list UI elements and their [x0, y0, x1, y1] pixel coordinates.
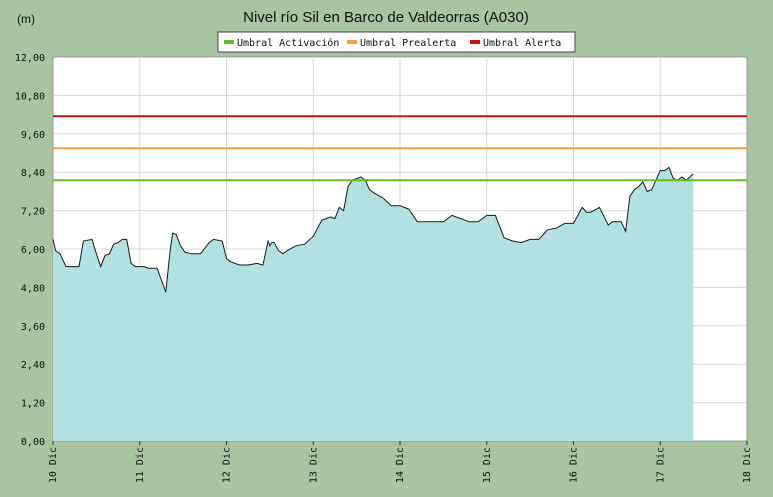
legend-swatch	[347, 40, 357, 44]
x-tick-label: 17 Dic	[655, 447, 666, 483]
y-tick-label: 6,00	[21, 245, 45, 256]
y-tick-label: 3,60	[21, 322, 45, 333]
y-tick-label: 8,40	[21, 168, 45, 179]
legend-box	[217, 31, 576, 53]
y-tick-label: 9,60	[21, 130, 45, 141]
y-axis-label: (m)	[17, 12, 35, 26]
legend-swatch	[470, 40, 480, 44]
legend-swatch	[224, 40, 234, 44]
chart-title: Nivel río Sil en Barco de Valdeorras (A0…	[243, 9, 529, 26]
x-tick-label: 12 Dic	[222, 447, 233, 483]
legend: Umbral Activación Umbral Prealerta Umbral …	[217, 31, 576, 53]
y-tick-label: 10,80	[15, 91, 45, 102]
x-tick-label: 15 Dic	[482, 447, 493, 483]
legend-entry: Umbral Prealerta	[360, 38, 456, 49]
y-tick-label: 7,20	[21, 207, 45, 218]
y-tick-label: 0,00	[21, 437, 45, 448]
series-line	[52, 166, 694, 293]
series-area	[53, 167, 694, 441]
x-tick-label: 11 Dic	[135, 447, 146, 483]
x-tick-label: 14 Dic	[395, 447, 406, 483]
legend-entry: Umbral Activación	[237, 37, 339, 49]
y-tick-label: 2,40	[21, 360, 45, 371]
y-tick-label: 1,20	[21, 399, 45, 410]
y-tick-label: 4,80	[21, 283, 45, 294]
x-tick-label: 16 Dic	[569, 447, 580, 483]
x-tick-label: 18 Dic	[742, 447, 753, 483]
x-tick-label: 13 Dic	[308, 447, 319, 483]
x-tick-label: 10 Dic	[48, 447, 59, 483]
legend-entry: Umbral Alerta	[483, 38, 561, 49]
y-tick-label: 12,00	[15, 53, 45, 64]
